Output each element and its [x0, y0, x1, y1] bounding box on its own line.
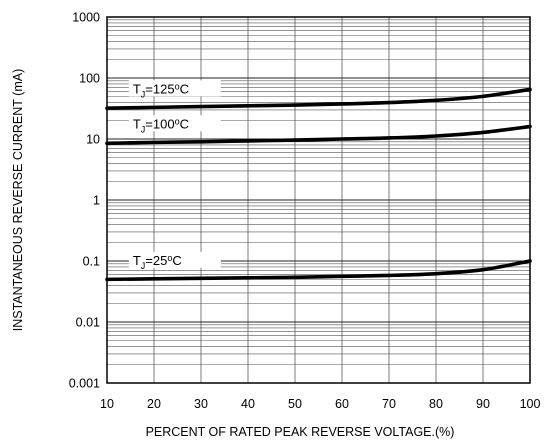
y-tick-label: 0.1 — [83, 255, 100, 269]
grid — [106, 17, 531, 384]
y-axis-label: INSTANTANEOUS REVERSE CURRENT (mA) — [11, 69, 25, 332]
plot-frame — [106, 16, 531, 384]
x-tick-label: 90 — [476, 397, 490, 411]
series-line-2 — [105, 259, 532, 282]
y-tick-label: 1 — [93, 194, 100, 208]
x-tick-label: 20 — [147, 397, 161, 411]
x-tick-label: 80 — [429, 397, 443, 411]
x-tick-label: 70 — [382, 397, 396, 411]
series-label-bg — [128, 251, 221, 268]
x-axis-label: PERCENT OF RATED PEAK REVERSE VOLTAGE.(%… — [146, 425, 455, 439]
series-label: TJ=125oC — [133, 81, 189, 99]
series-label-bg — [128, 115, 221, 132]
x-tick-label: 60 — [335, 397, 349, 411]
series-label-bg — [128, 80, 221, 97]
y-tick-label: 0.001 — [69, 377, 100, 391]
x-tick-label: 30 — [194, 397, 208, 411]
x-tick-labels: 10 20 30 40 50 60 70 80 90 100 — [100, 397, 540, 411]
series-line-0 — [105, 87, 532, 110]
y-tick-label: 100 — [79, 72, 100, 86]
x-tick-label: 40 — [241, 397, 255, 411]
x-tick-label: 50 — [288, 397, 302, 411]
series-line-1 — [105, 124, 532, 146]
y-tick-label: 1000 — [72, 11, 100, 25]
x-tick-label: 10 — [100, 397, 114, 411]
x-tick-label: 100 — [520, 397, 541, 411]
series-lines: TJ=125oC TJ=100oC TJ=25oC — [105, 80, 532, 282]
y-tick-label: 10 — [86, 133, 100, 147]
series-label: TJ=100oC — [133, 116, 189, 134]
y-tick-label: 0.01 — [76, 316, 100, 330]
y-tick-labels: 0.001 0.01 0.1 1 10 100 1000 — [69, 11, 100, 391]
series-label: TJ=25oC — [133, 253, 182, 271]
